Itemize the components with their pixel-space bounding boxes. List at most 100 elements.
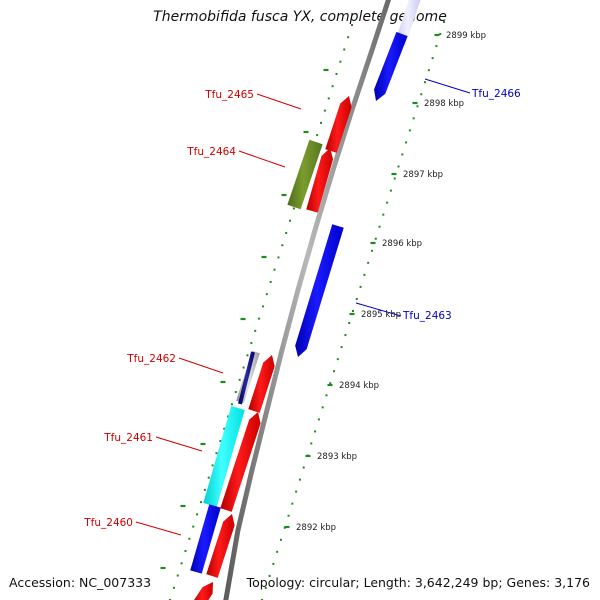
gene-leader-line: [238, 150, 286, 168]
scale-dot: [317, 418, 320, 421]
scale-dot: [188, 537, 191, 540]
scale-dot: [272, 562, 275, 565]
scale-label: 2896 kbp: [382, 239, 422, 249]
scale-dot: [363, 273, 366, 276]
scale-dot: [412, 117, 415, 120]
scale-dot: [323, 109, 326, 112]
gene-label[interactable]: Tfu_2460: [83, 517, 133, 529]
scale-dot: [295, 490, 298, 493]
gene-arrow-tfu-2460: [190, 504, 221, 574]
gene-arrow-forward: [220, 412, 261, 512]
scale-dot: [196, 513, 199, 516]
scale-dot: [431, 57, 434, 60]
gene-label[interactable]: Tfu_2466: [471, 88, 521, 100]
scale-dot: [316, 134, 319, 137]
scale-dot: [207, 476, 210, 479]
accession-label: Accession: NC_007333: [9, 575, 152, 590]
scale-label: 2897 kbp: [403, 170, 443, 180]
scale-label: 2898 kbp: [424, 99, 464, 109]
gene-arrow-tfu-2465: [325, 96, 352, 153]
scale-dot: [281, 244, 284, 247]
scale-dot: [382, 213, 385, 216]
scale-dot: [351, 24, 353, 26]
scale-dot: [246, 354, 249, 357]
gene-leader-line: [178, 357, 224, 374]
scale-dot: [359, 285, 362, 288]
gene-label[interactable]: Tfu_2464: [186, 146, 236, 158]
scale-dot: [265, 293, 268, 296]
scale-dot: [386, 201, 389, 204]
scale-dot: [344, 334, 347, 337]
scale-dot: [211, 464, 214, 467]
scale-dot: [176, 574, 179, 577]
scale-dot: [292, 207, 295, 210]
gene-label[interactable]: Tfu_2462: [126, 353, 176, 365]
gene-label[interactable]: Tfu_2461: [103, 432, 153, 444]
scale-dot: [287, 514, 290, 517]
gene-leader-line: [424, 78, 471, 94]
scale-dot: [264, 586, 267, 589]
scale-dot: [329, 382, 332, 385]
scale-dot: [184, 550, 187, 553]
scale-dot: [370, 249, 373, 252]
scale-label: 2899 kbp: [446, 31, 486, 41]
scale-dot: [250, 342, 253, 345]
gene-leader-line: [155, 436, 203, 452]
gene-arrow-forward: [248, 355, 275, 413]
scale-dot: [443, 21, 445, 23]
scale-dot: [227, 415, 230, 418]
scale-ring-outer: [261, 21, 445, 600]
scale-dot: [215, 452, 218, 455]
scale-label: 2895 kbp: [361, 310, 401, 320]
scale-dot: [268, 574, 271, 577]
gene-arrow-forward: [206, 514, 235, 578]
gene-arrow-tfu-2464: [287, 139, 323, 210]
scale-dot: [435, 45, 438, 48]
scale-dot: [285, 231, 288, 234]
scale-dot: [321, 406, 324, 409]
scale-dot: [277, 256, 280, 259]
scale-dot: [339, 60, 342, 63]
gene-arrow-tfu-2466: [374, 31, 408, 101]
scale-dot: [302, 466, 305, 469]
scale-dot: [378, 225, 381, 228]
scale-dot: [230, 403, 233, 406]
scale-dot: [273, 268, 276, 271]
scale-dot: [393, 177, 396, 180]
scale-dot: [355, 297, 358, 300]
gene-label[interactable]: Tfu_2465: [204, 89, 254, 101]
scale-dot: [261, 305, 264, 308]
gene-arrow-forward: [194, 582, 213, 600]
scale-dot: [219, 439, 222, 442]
gene-arrow-tfu-2462-inner: [238, 351, 255, 405]
scale-dot: [343, 48, 346, 51]
scale-dot: [234, 391, 237, 394]
genome-backbone: [223, 0, 391, 600]
scale-dot: [367, 261, 370, 264]
scale-dot: [223, 427, 226, 430]
scale-dot: [238, 378, 241, 381]
scale-dot: [397, 165, 400, 168]
scale-dot: [276, 550, 279, 553]
gene-labels: Tfu_2466 Tfu_2465 Tfu_2464 Tfu_2463 Tfu_2462…: [83, 88, 521, 529]
scale-dot: [199, 501, 202, 504]
scale-labels: 2899 kbp 2898 kbp 2897 kbp 2896 kbp 2895 kbp…: [296, 31, 486, 533]
scale-dot: [331, 85, 334, 88]
scale-dot: [333, 370, 336, 373]
scale-label: 2894 kbp: [339, 381, 379, 391]
scale-dot: [310, 442, 313, 445]
scale-dot: [289, 219, 292, 222]
map-title: Thermobifida fusca YX, complete genome: [153, 9, 447, 25]
scale-dot: [180, 562, 183, 565]
scale-dot: [242, 366, 245, 369]
scale-dot: [320, 121, 323, 124]
genome-summary: Topology: circular; Length: 3,642,249 bp…: [246, 575, 590, 590]
scale-dot: [335, 72, 338, 75]
scale-dot: [314, 430, 317, 433]
scale-dot: [420, 93, 423, 96]
gene-label[interactable]: Tfu_2463: [402, 310, 452, 322]
scale-dot: [327, 97, 330, 100]
scale-dot: [254, 329, 257, 332]
